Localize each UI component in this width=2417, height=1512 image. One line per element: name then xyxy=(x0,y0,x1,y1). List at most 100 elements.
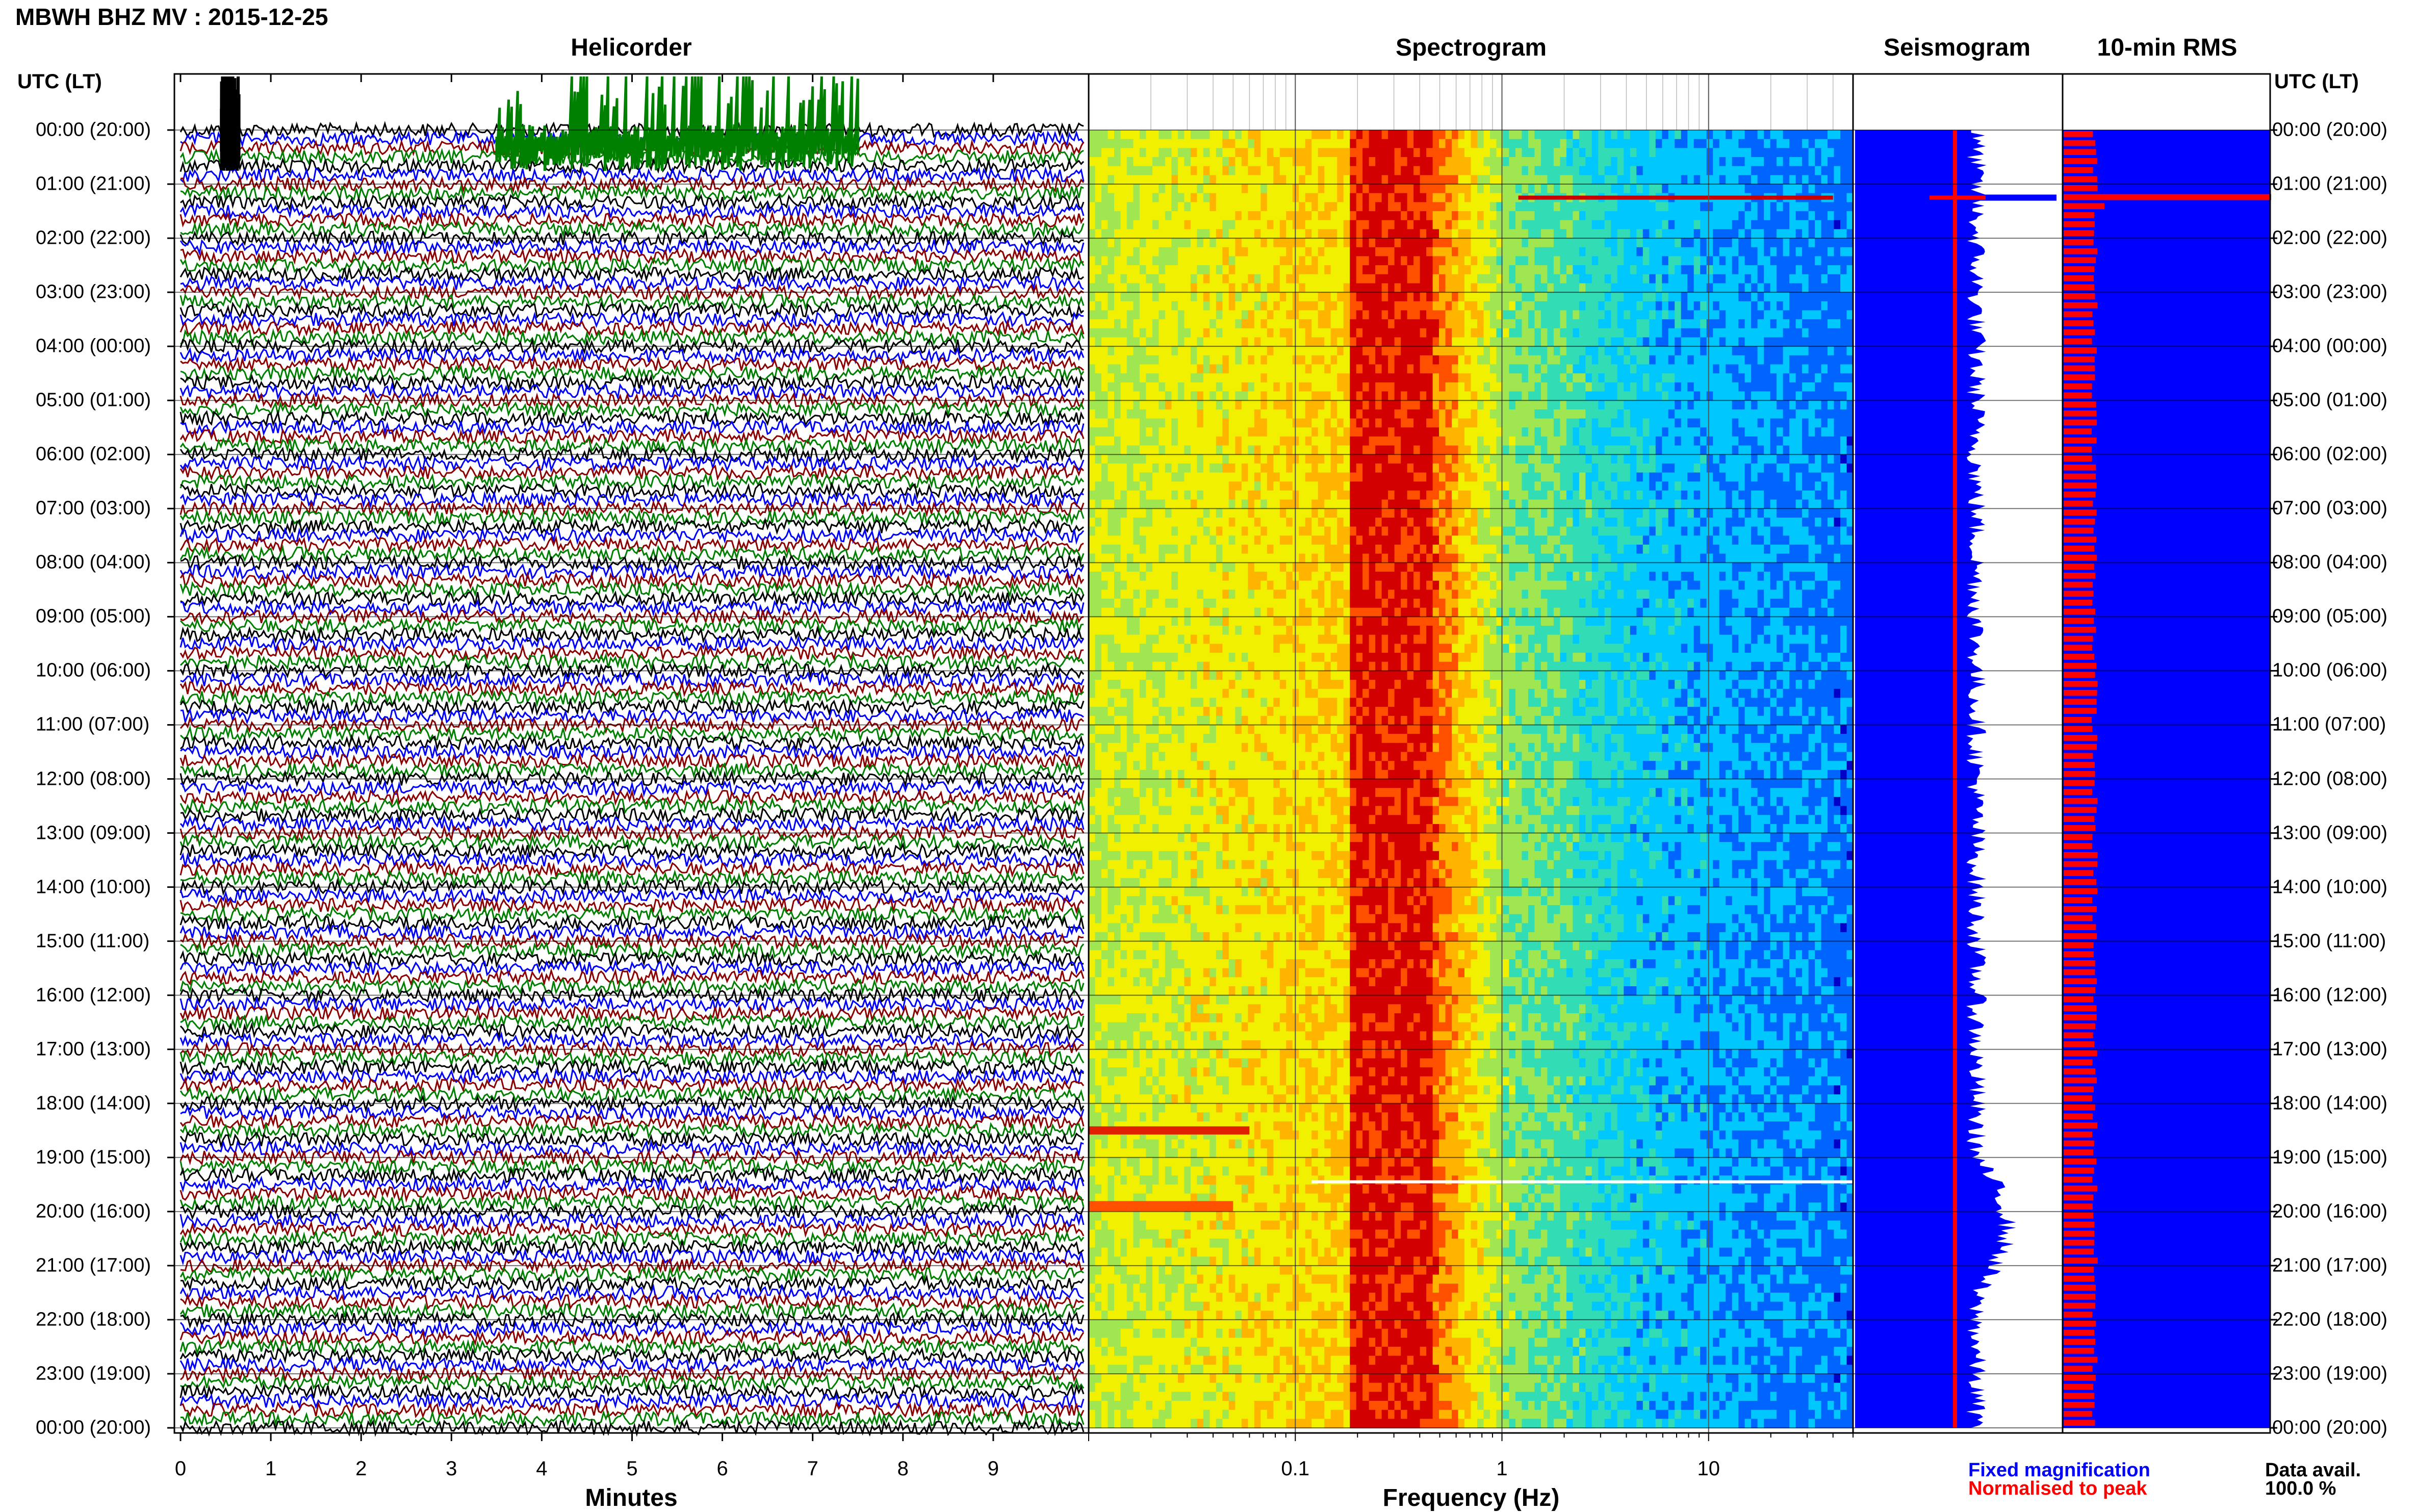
spectrogram-cell xyxy=(1458,229,1465,239)
spectrogram-cell xyxy=(1758,346,1764,356)
spectrogram-cell xyxy=(1089,409,1095,419)
spectrogram-cell xyxy=(1624,373,1630,383)
spectrogram-cell xyxy=(1738,473,1745,482)
spectrogram-cell xyxy=(1312,365,1318,374)
spectrogram-cell xyxy=(1598,274,1605,284)
spectrogram-cell xyxy=(1770,373,1777,383)
spectrogram-cell xyxy=(1254,184,1261,194)
spectrogram-cell xyxy=(1420,265,1427,275)
spectrogram-cell xyxy=(1745,338,1752,347)
spectrogram-cell xyxy=(1426,392,1433,401)
spectrogram-cell xyxy=(1133,292,1140,302)
spectrogram-cell xyxy=(1560,382,1566,392)
spectrogram-cell xyxy=(1636,184,1643,194)
spectrogram-cell xyxy=(1503,446,1509,455)
spectrogram-cell xyxy=(1337,338,1344,347)
spectrogram-cell xyxy=(1267,400,1274,410)
spectrogram-cell xyxy=(1815,338,1821,347)
spectrogram-cell xyxy=(1707,427,1713,437)
spectrogram-cell xyxy=(1446,301,1452,311)
spectrogram-cell xyxy=(1267,256,1274,266)
spectrogram-cell xyxy=(1828,247,1834,257)
spectrogram-cell xyxy=(1152,229,1159,239)
spectrogram-cell xyxy=(1216,319,1223,329)
spectrogram-cell xyxy=(1662,175,1668,185)
spectrogram-cell xyxy=(1783,473,1790,482)
spectrogram-cell xyxy=(1719,166,1726,176)
spectrogram-cell xyxy=(1452,211,1458,221)
spectrogram-cell xyxy=(1101,184,1108,194)
spectrogram-cell xyxy=(1560,464,1566,473)
spectrogram-cell xyxy=(1585,220,1592,230)
spectrogram-cell xyxy=(1490,202,1497,212)
spectrogram-cell xyxy=(1566,328,1573,338)
spectrogram-cell xyxy=(1490,292,1497,302)
spectrogram-cell xyxy=(1248,446,1254,455)
spectrogram-cell xyxy=(1178,338,1185,347)
spectrogram-cell xyxy=(1216,184,1223,194)
spectrogram-cell xyxy=(1299,400,1305,410)
spectrogram-cell xyxy=(1547,301,1554,311)
spectrogram-cell xyxy=(1490,319,1497,329)
spectrogram-cell xyxy=(1152,464,1159,473)
spectrogram-cell xyxy=(1515,148,1522,158)
spectrogram-cell xyxy=(1560,392,1566,401)
spectrogram-cell xyxy=(1815,464,1821,473)
spectrogram-cell xyxy=(1503,365,1509,374)
spectrogram-cell xyxy=(1407,247,1414,257)
spectrogram-cell xyxy=(1101,446,1108,455)
spectrogram-cell xyxy=(1324,274,1331,284)
spectrogram-cell xyxy=(1312,256,1318,266)
spectrogram-cell xyxy=(1280,346,1287,356)
spectrogram-cell xyxy=(1222,328,1229,338)
spectrogram-cell xyxy=(1528,157,1535,167)
spectrogram-cell xyxy=(1159,301,1165,311)
spectrogram-cell xyxy=(1318,365,1325,374)
spectrogram-cell xyxy=(1636,437,1643,446)
spectrogram-cell xyxy=(1726,373,1732,383)
spectrogram-cell xyxy=(1095,265,1102,275)
spectrogram-cell xyxy=(1210,464,1216,473)
spectrogram-cell xyxy=(1834,409,1841,419)
spectrogram-cell xyxy=(1222,229,1229,239)
spectrogram-cell xyxy=(1261,409,1267,419)
spectrogram-cell xyxy=(1382,446,1389,455)
spectrogram-cell xyxy=(1528,373,1535,383)
spectrogram-cell xyxy=(1184,202,1191,212)
spectrogram-cell xyxy=(1668,338,1675,347)
spectrogram-cell xyxy=(1420,311,1427,320)
spectrogram-cell xyxy=(1095,211,1102,221)
spectrogram-cell xyxy=(1299,454,1305,464)
spectrogram-cell xyxy=(1140,437,1146,446)
spectrogram-cell xyxy=(1375,400,1382,410)
spectrogram-cell xyxy=(1477,184,1484,194)
spectrogram-cell xyxy=(1738,184,1745,194)
spectrogram-cell xyxy=(1840,148,1847,158)
spectrogram-cell xyxy=(1242,473,1248,482)
spectrogram-cell xyxy=(1152,301,1159,311)
spectrogram-cell xyxy=(1089,247,1095,257)
spectrogram-cell xyxy=(1420,175,1427,185)
spectrogram-cell xyxy=(1547,454,1554,464)
spectrogram-cell xyxy=(1184,319,1191,329)
spectrogram-cell xyxy=(1229,238,1236,248)
spectrogram-cell xyxy=(1503,419,1509,428)
spectrogram-cell xyxy=(1375,373,1382,383)
spectrogram-cell xyxy=(1446,220,1452,230)
spectrogram-cell xyxy=(1477,229,1484,239)
spectrogram-cell xyxy=(1299,175,1305,185)
spectrogram-cell xyxy=(1197,446,1203,455)
spectrogram-cell xyxy=(1802,328,1809,338)
spectrogram-cell xyxy=(1446,437,1452,446)
spectrogram-cell xyxy=(1388,202,1395,212)
spectrogram-cell xyxy=(1235,481,1242,491)
spectrogram-cell xyxy=(1229,157,1236,167)
spectrogram-cell xyxy=(1382,193,1389,203)
spectrogram-cell xyxy=(1484,481,1490,491)
spectrogram-cell xyxy=(1484,265,1490,275)
spectrogram-cell xyxy=(1541,355,1548,365)
spectrogram-cell xyxy=(1312,338,1318,347)
spectrogram-cell xyxy=(1420,481,1427,491)
spectrogram-cell xyxy=(1395,148,1401,158)
spectrogram-cell xyxy=(1235,319,1242,329)
